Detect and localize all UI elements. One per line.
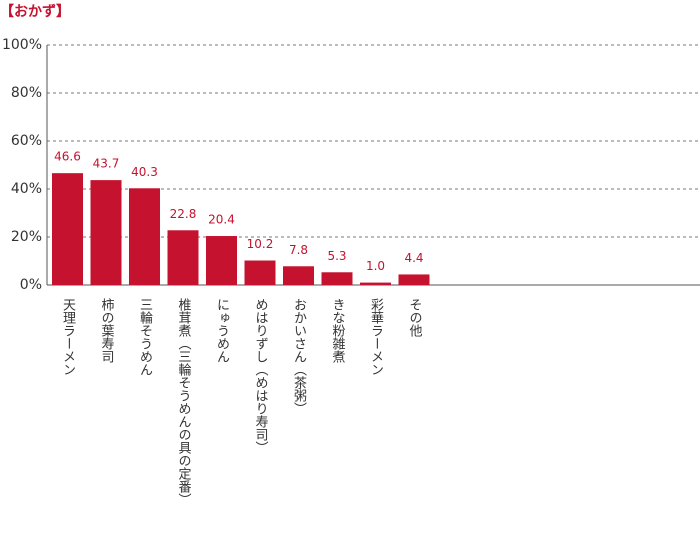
value-label: 40.3 <box>131 165 158 179</box>
x-tick-label: おかいさん（茶粥） <box>291 298 307 415</box>
chart-title: 【おかず】 <box>0 3 70 20</box>
x-tick-label: きな粉雑煮 <box>330 298 346 364</box>
x-tick-label: にゅうめん <box>214 298 229 363</box>
bar <box>52 173 83 285</box>
value-label: 22.8 <box>170 207 197 221</box>
bar <box>167 230 199 285</box>
value-label: 43.7 <box>93 157 120 171</box>
y-tick-label: 80% <box>11 85 42 101</box>
y-tick-label: 40% <box>11 181 42 197</box>
y-tick-label: 0% <box>20 277 42 293</box>
x-tick-label: その他 <box>407 298 423 338</box>
y-tick-label: 60% <box>11 133 42 149</box>
y-tick-label: 100% <box>2 37 42 53</box>
x-tick-label: めはりずし（めはり寿司） <box>253 298 269 454</box>
x-tick-label: 三輪そうめん <box>137 298 153 376</box>
x-tick-label: 椎茸煮（三輪そうめんの具の定番） <box>176 298 192 506</box>
y-tick-label: 20% <box>11 229 42 245</box>
value-label: 4.4 <box>404 251 423 265</box>
value-label: 7.8 <box>289 243 308 257</box>
value-label: 1.0 <box>366 259 385 273</box>
bar <box>283 266 314 285</box>
value-label: 46.6 <box>54 150 81 164</box>
bar <box>398 274 430 285</box>
value-label: 10.2 <box>247 237 274 251</box>
bar <box>244 260 276 285</box>
bar <box>129 188 160 285</box>
x-tick-label: 彩華ラーメン <box>368 298 384 376</box>
value-label: 5.3 <box>327 249 346 263</box>
value-label: 20.4 <box>208 213 235 227</box>
bar <box>206 236 237 285</box>
bar <box>90 180 122 285</box>
bar <box>360 282 391 285</box>
x-tick-label: 柿の葉寿司 <box>99 297 115 363</box>
bar <box>321 272 353 285</box>
x-tick-label: 天理ラーメン <box>60 298 76 376</box>
